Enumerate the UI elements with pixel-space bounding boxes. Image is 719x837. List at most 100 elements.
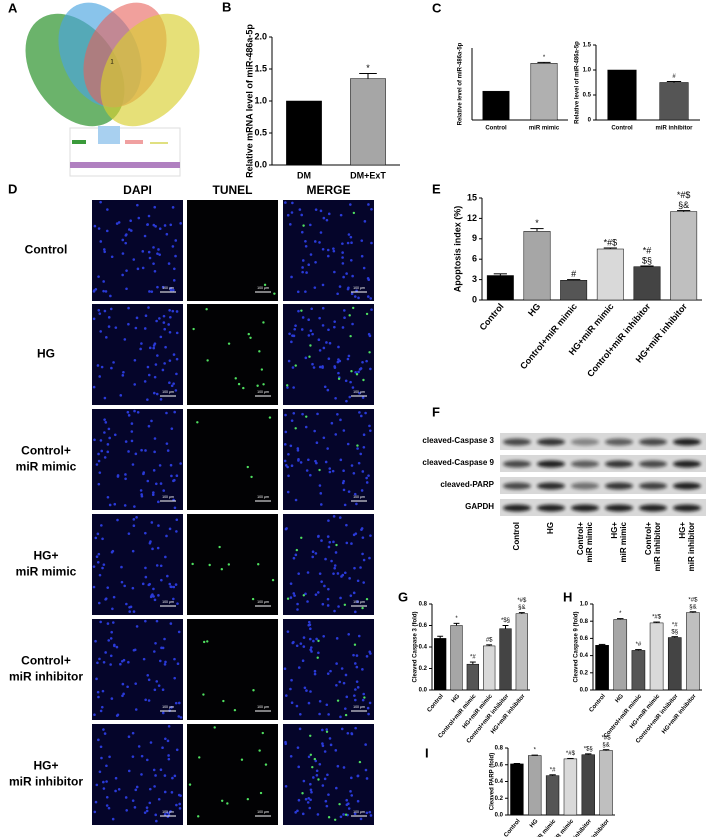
nucleus bbox=[316, 591, 320, 594]
nucleus bbox=[177, 630, 181, 634]
nucleus bbox=[94, 639, 97, 643]
nucleus bbox=[125, 809, 129, 812]
nucleus bbox=[95, 555, 99, 559]
nucleus bbox=[165, 411, 168, 415]
y-axis-label: Cleaved Caspase 3 (fold) bbox=[413, 611, 419, 682]
tunel-positive bbox=[262, 383, 265, 386]
nucleus bbox=[140, 493, 143, 496]
nucleus bbox=[116, 474, 120, 477]
nucleus bbox=[314, 208, 318, 211]
band-label: GAPDH bbox=[465, 502, 494, 511]
nucleus bbox=[114, 776, 118, 780]
venn-inset-bar bbox=[72, 140, 86, 144]
nucleus bbox=[106, 450, 110, 454]
nucleus bbox=[307, 318, 310, 321]
nucleus bbox=[335, 662, 338, 665]
nucleus bbox=[347, 354, 351, 358]
nucleus bbox=[143, 327, 147, 330]
nucleus bbox=[297, 309, 300, 313]
nucleus bbox=[177, 701, 181, 705]
nucleus bbox=[141, 582, 145, 586]
nucleus bbox=[103, 250, 106, 254]
nucleus bbox=[127, 532, 131, 535]
nucleus bbox=[347, 490, 351, 493]
nucleus bbox=[324, 460, 328, 464]
nucleus bbox=[121, 273, 124, 277]
nucleus bbox=[333, 325, 336, 329]
nucleus bbox=[141, 266, 145, 270]
y-tick-label: 0.0 bbox=[419, 688, 428, 694]
nucleus bbox=[336, 292, 339, 296]
y-tick-label: 0 bbox=[472, 294, 477, 304]
nucleus bbox=[301, 259, 305, 262]
significance-label: *# bbox=[672, 622, 678, 628]
nucleus bbox=[131, 463, 135, 466]
nucleus bbox=[98, 312, 102, 315]
nucleus bbox=[109, 654, 113, 658]
nucleus bbox=[296, 290, 300, 294]
nucleus bbox=[297, 798, 301, 802]
nucleus bbox=[321, 365, 324, 368]
nucleus bbox=[366, 295, 370, 298]
scale-bar-label: 100 μm bbox=[257, 495, 269, 499]
nucleus bbox=[126, 685, 129, 689]
band bbox=[571, 438, 599, 446]
nucleus bbox=[144, 449, 147, 452]
nucleus bbox=[122, 370, 125, 374]
nucleus bbox=[309, 646, 313, 649]
bar bbox=[649, 622, 664, 691]
tunel-positive bbox=[294, 427, 297, 430]
nucleus bbox=[117, 221, 121, 224]
tunel-positive bbox=[237, 382, 241, 386]
band bbox=[605, 504, 633, 512]
nucleus bbox=[322, 216, 326, 220]
nucleus bbox=[158, 659, 162, 663]
nucleus bbox=[322, 436, 326, 440]
nucleus bbox=[167, 724, 171, 728]
bar bbox=[466, 663, 479, 691]
nucleus bbox=[292, 386, 295, 389]
nucleus bbox=[158, 227, 162, 231]
nucleus bbox=[351, 274, 354, 278]
significance-label: *$§ bbox=[584, 746, 593, 752]
nucleus bbox=[132, 518, 136, 521]
nucleus bbox=[145, 806, 149, 809]
nucleus bbox=[99, 240, 103, 243]
nucleus bbox=[178, 807, 182, 810]
nucleus bbox=[108, 755, 111, 759]
nucleus bbox=[357, 634, 361, 638]
nucleus bbox=[342, 429, 346, 432]
nucleus bbox=[105, 764, 108, 768]
nucleus bbox=[102, 563, 106, 566]
tunel-positive bbox=[349, 334, 352, 338]
nucleus bbox=[350, 542, 353, 545]
nucleus bbox=[313, 429, 316, 433]
nucleus bbox=[300, 213, 304, 217]
nucleus bbox=[170, 474, 173, 478]
lane-label: miR inhibitor bbox=[653, 522, 662, 571]
nucleus bbox=[331, 469, 335, 473]
nucleus bbox=[147, 583, 151, 587]
tunel-positive bbox=[191, 562, 194, 566]
nucleus bbox=[101, 537, 104, 541]
nucleus bbox=[159, 398, 163, 401]
column-header: DAPI bbox=[123, 183, 152, 197]
nucleus bbox=[111, 621, 115, 624]
nucleus bbox=[164, 555, 167, 559]
nucleus bbox=[136, 267, 140, 271]
tunel-positive bbox=[344, 713, 348, 717]
band bbox=[571, 460, 599, 468]
nucleus bbox=[93, 810, 97, 814]
nucleus bbox=[321, 728, 324, 732]
nucleus bbox=[150, 419, 153, 423]
nucleus bbox=[128, 605, 131, 609]
nucleus bbox=[347, 286, 350, 290]
micrograph bbox=[283, 304, 374, 405]
tunel-positive bbox=[317, 778, 320, 781]
nucleus bbox=[150, 290, 154, 293]
y-tick-label: 0.4 bbox=[580, 653, 589, 659]
nucleus bbox=[338, 285, 342, 288]
y-tick-label: 1.0 bbox=[580, 602, 589, 608]
x-tick-label: HG bbox=[526, 301, 542, 318]
nucleus bbox=[343, 503, 347, 507]
